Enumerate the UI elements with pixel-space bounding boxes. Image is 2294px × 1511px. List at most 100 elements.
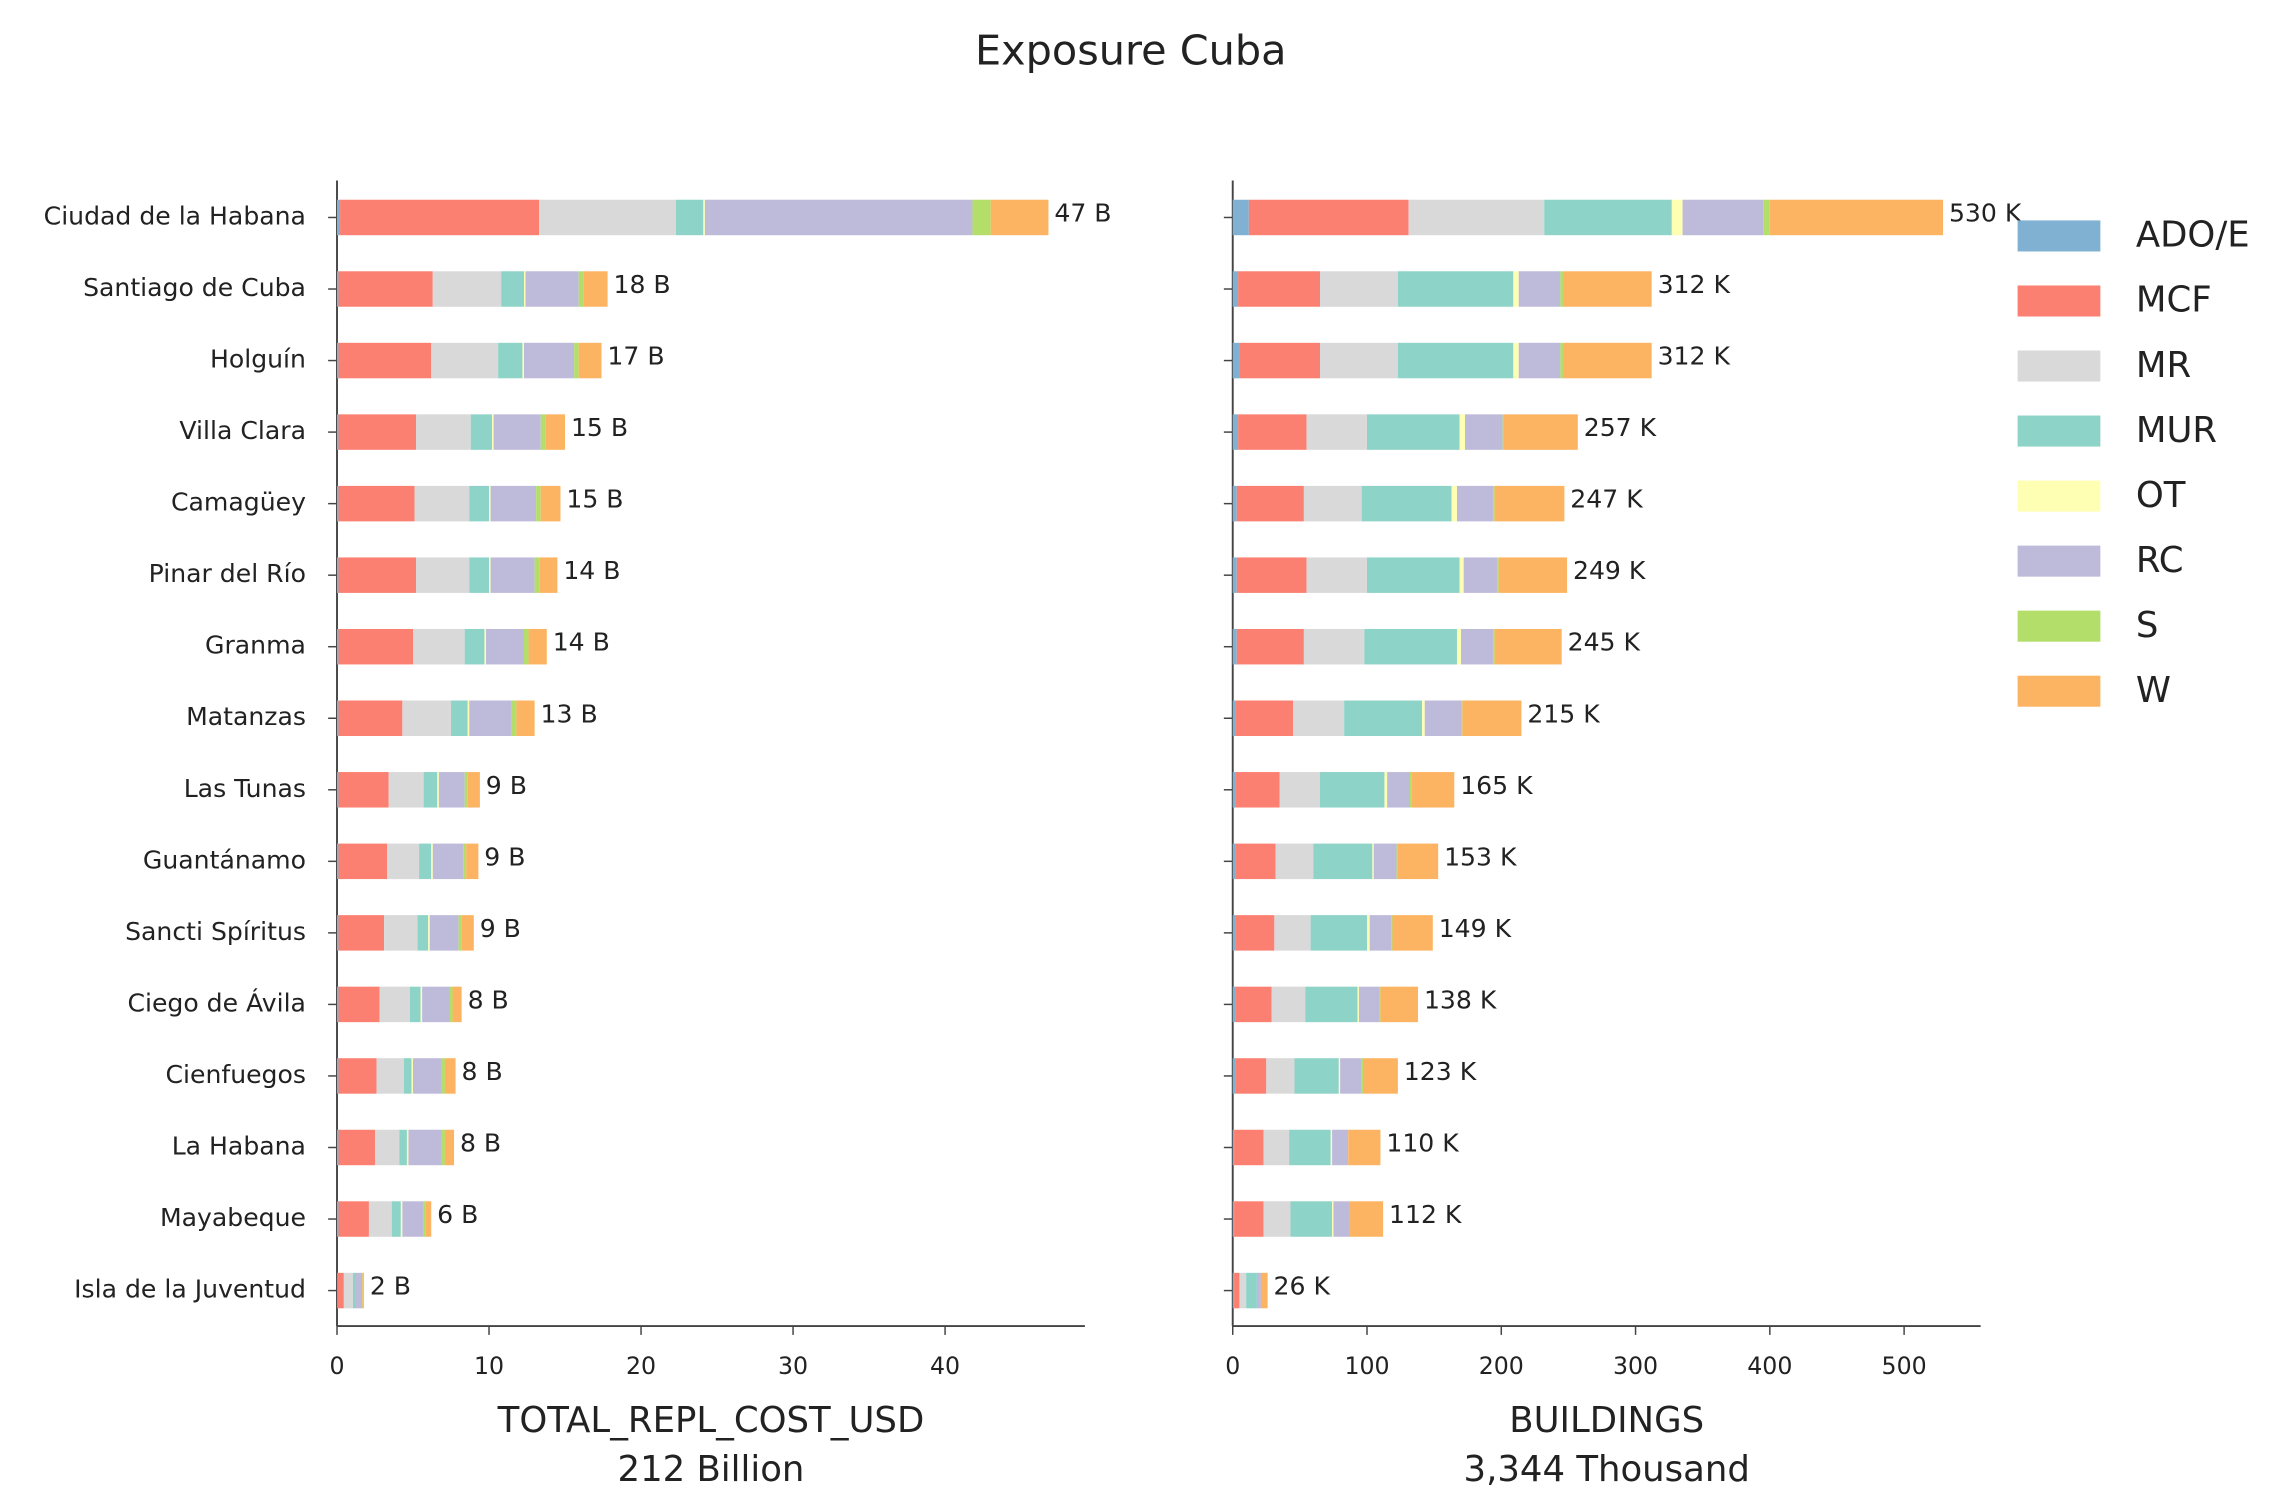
bar-segment	[492, 414, 494, 450]
x-tick-label: 30	[778, 1352, 808, 1380]
bar-segment	[1340, 1058, 1362, 1094]
legend-label: OT	[2136, 475, 2186, 516]
bar-segment	[1332, 1129, 1349, 1166]
bar-segment	[534, 557, 540, 593]
bar-segment	[1239, 1272, 1247, 1309]
x-tick-label: 0	[329, 1352, 344, 1380]
bar-segment	[1344, 700, 1423, 736]
bar-segment	[539, 199, 676, 236]
bar-segment	[1293, 700, 1345, 736]
bar-segment	[362, 1272, 364, 1309]
bar-segment	[1424, 700, 1461, 736]
total-label: 9 B	[486, 771, 527, 800]
bar-segment	[452, 986, 462, 1023]
total-label: 165 K	[1460, 771, 1533, 800]
x-tick-label: 10	[474, 1352, 504, 1380]
bar-segment	[1290, 1201, 1333, 1237]
y-tick-label: Ciudad de la Habana	[44, 201, 306, 230]
bar-segment	[1362, 1058, 1398, 1094]
bar-segment	[343, 1272, 353, 1309]
total-label: 9 B	[480, 914, 521, 943]
bar-segment	[413, 628, 465, 665]
bar-segment	[1563, 342, 1652, 379]
bar-segment	[338, 485, 415, 522]
total-label: 149 K	[1439, 914, 1512, 943]
bar-segment	[408, 1129, 442, 1166]
legend-swatch	[2017, 610, 2101, 642]
bar-segment	[458, 915, 462, 951]
x-tick-label: 0	[1225, 1352, 1240, 1380]
x-tick-label: 20	[626, 1352, 656, 1380]
bar-segment	[1263, 1201, 1291, 1237]
bar-segment	[1320, 772, 1385, 808]
bar-segment	[425, 1201, 432, 1237]
total-label: 153 K	[1444, 842, 1517, 871]
bar-segment	[525, 271, 579, 307]
bar-segment	[470, 414, 493, 450]
bar-segment	[368, 1201, 392, 1237]
bar-segment	[1235, 700, 1294, 736]
bar-segment	[493, 414, 541, 450]
total-label: 215 K	[1527, 699, 1600, 728]
y-tick-label: Camagüey	[171, 488, 306, 517]
bar-segment	[431, 843, 433, 880]
bar-segment	[1232, 199, 1249, 236]
bar-segment	[972, 199, 991, 236]
x-tick-label: 400	[1747, 1352, 1792, 1380]
bar-segment	[416, 557, 470, 593]
bar-segment	[461, 915, 474, 951]
y-tick-label: Santiago de Cuba	[83, 273, 306, 302]
bar-segment	[1232, 843, 1236, 880]
bar-segment	[1460, 628, 1494, 665]
bar-segment	[469, 700, 512, 736]
bar-segment	[1235, 772, 1280, 808]
bar-segment	[338, 342, 432, 379]
y-tick-label: Villa Clara	[179, 416, 306, 445]
bar-segment	[384, 915, 418, 951]
bar-segment	[337, 915, 339, 951]
bar-segment	[1392, 915, 1433, 951]
bar-segment	[338, 700, 403, 736]
bar-segment	[675, 199, 704, 236]
total-label: 15 B	[571, 413, 628, 442]
legend-swatch	[2017, 545, 2101, 577]
bar-segment	[1279, 772, 1321, 808]
legend-swatch	[2017, 675, 2101, 707]
bar-segment	[399, 1129, 407, 1166]
bar-segment	[414, 485, 470, 522]
bar-segment	[1232, 700, 1236, 736]
bar-segment	[1409, 772, 1412, 808]
bar-segment	[1465, 414, 1503, 450]
total-label: 8 B	[461, 1057, 502, 1086]
bar-segment	[409, 986, 421, 1023]
total-label: 530 K	[1949, 199, 2022, 228]
bar-segment	[1260, 1272, 1268, 1309]
bar-segment	[391, 1201, 401, 1237]
bar-segment	[438, 772, 465, 808]
total-label: 15 B	[566, 485, 623, 514]
y-tick-label: Las Tunas	[184, 774, 306, 803]
total-label: 110 K	[1386, 1129, 1459, 1158]
bar-segment	[489, 485, 491, 522]
y-tick-label: La Habana	[172, 1131, 306, 1160]
bar-segment	[1232, 557, 1237, 593]
bar-segment	[485, 628, 524, 665]
bar-segment	[540, 485, 561, 522]
bar-segment	[1232, 772, 1236, 808]
bar-segment	[1305, 986, 1358, 1023]
bar-segment	[1397, 843, 1439, 880]
bar-segment	[402, 1201, 424, 1237]
total-label: 9 B	[484, 842, 525, 871]
y-tick-label: Holguín	[210, 345, 306, 374]
bar-segment	[388, 772, 424, 808]
bar-segment	[416, 414, 471, 450]
bar-segment	[1238, 271, 1321, 307]
bar-segment	[523, 271, 526, 307]
bar-segment	[419, 843, 432, 880]
bar-segment	[1563, 271, 1652, 307]
bar-segment	[1310, 915, 1368, 951]
bar-segment	[1456, 485, 1494, 522]
bar-segment	[337, 557, 339, 593]
bar-segment	[338, 986, 380, 1023]
